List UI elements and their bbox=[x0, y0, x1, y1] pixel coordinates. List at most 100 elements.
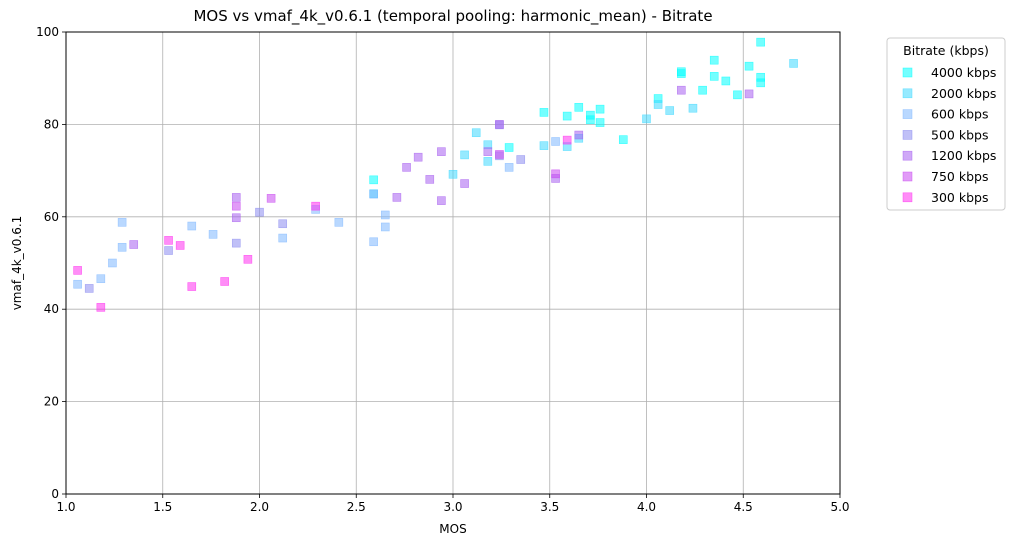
legend-label: 4000 kbps bbox=[931, 65, 996, 80]
data-point bbox=[516, 155, 526, 164]
x-tick-label: 2.0 bbox=[250, 500, 269, 514]
data-point bbox=[231, 213, 241, 223]
legend-label: 1200 kbps bbox=[931, 148, 996, 163]
data-point bbox=[243, 255, 253, 264]
data-point bbox=[96, 303, 106, 312]
data-point bbox=[721, 76, 731, 86]
data-point bbox=[164, 246, 173, 255]
data-point bbox=[231, 193, 241, 202]
data-point bbox=[231, 238, 241, 248]
data-point bbox=[483, 157, 493, 166]
data-point bbox=[709, 72, 719, 81]
legend-label: 600 kbps bbox=[931, 107, 988, 122]
data-point bbox=[380, 210, 390, 220]
data-point bbox=[437, 147, 446, 156]
data-point bbox=[175, 241, 185, 250]
series-750-kbps bbox=[231, 150, 560, 211]
data-point bbox=[504, 143, 514, 152]
plot-frame bbox=[65, 31, 841, 495]
y-tick-label: 100 bbox=[36, 25, 59, 39]
data-point bbox=[562, 135, 572, 145]
data-point bbox=[448, 169, 458, 179]
data-point bbox=[574, 130, 584, 140]
data-point bbox=[551, 137, 560, 146]
data-point bbox=[187, 221, 197, 231]
data-point bbox=[460, 150, 469, 160]
data-point bbox=[677, 85, 686, 95]
data-point bbox=[551, 169, 560, 179]
data-point bbox=[471, 128, 481, 138]
data-point bbox=[756, 78, 765, 88]
x-tick-label: 2.5 bbox=[347, 500, 366, 514]
series-500-kbps bbox=[84, 120, 526, 293]
legend-marker bbox=[902, 150, 913, 161]
x-tick-label: 5.0 bbox=[830, 500, 849, 514]
data-point bbox=[586, 115, 595, 125]
data-point bbox=[642, 114, 651, 124]
data-point bbox=[425, 175, 435, 184]
legend-marker bbox=[902, 130, 913, 140]
y-axis-label: vmaf_4k_v0.6.1 bbox=[10, 216, 24, 311]
x-tick-label: 1.5 bbox=[153, 500, 172, 514]
data-point bbox=[266, 194, 276, 203]
data-point bbox=[483, 147, 493, 156]
data-point bbox=[108, 258, 117, 268]
data-point bbox=[129, 240, 139, 249]
data-point bbox=[255, 207, 264, 217]
data-point bbox=[369, 237, 378, 247]
data-point bbox=[96, 274, 106, 284]
data-point bbox=[504, 163, 514, 172]
data-point bbox=[495, 150, 504, 159]
data-point bbox=[574, 103, 584, 112]
data-point bbox=[653, 100, 663, 109]
data-point bbox=[437, 196, 446, 205]
y-tick-label: 60 bbox=[44, 210, 59, 224]
legend-box bbox=[886, 37, 1006, 211]
chart-title: MOS vs vmaf_4k_v0.6.1 (temporal pooling:… bbox=[193, 7, 712, 26]
data-point bbox=[392, 193, 402, 202]
data-point bbox=[369, 189, 378, 199]
data-point bbox=[677, 69, 686, 78]
axis-ticks: 1.0 1.5 2.0 2.5 3.0 3.5 4.0 4.5 5.0 0 20 40 60 80 100 bbox=[36, 25, 849, 514]
legend-label: 500 kbps bbox=[931, 127, 988, 142]
data-point bbox=[278, 219, 288, 229]
data-point bbox=[495, 120, 504, 129]
data-point bbox=[733, 90, 742, 100]
legend-title: Bitrate (kbps) bbox=[903, 43, 989, 58]
x-axis-label: MOS bbox=[439, 522, 466, 536]
data-point bbox=[73, 279, 82, 289]
legend-items: 4000 kbps 2000 kbps 600 kbps 500 kbps 1200 k… bbox=[902, 65, 996, 205]
series-2000-kbps bbox=[369, 59, 798, 198]
x-tick-label: 4.5 bbox=[734, 500, 753, 514]
y-tick-label: 40 bbox=[44, 302, 59, 316]
legend-label: 2000 kbps bbox=[931, 86, 996, 101]
data-point bbox=[278, 233, 288, 243]
data-point bbox=[413, 152, 423, 162]
legend: Bitrate (kbps) 4000 kbps 2000 kbps 600 kbp… bbox=[886, 37, 1006, 211]
data-point bbox=[688, 103, 698, 113]
data-point bbox=[744, 89, 754, 99]
data-points bbox=[73, 37, 798, 312]
grid-lines bbox=[65, 31, 841, 495]
data-point bbox=[562, 111, 572, 121]
data-point bbox=[539, 108, 549, 117]
data-point bbox=[334, 218, 344, 227]
x-tick-label: 4.0 bbox=[637, 500, 656, 514]
data-point bbox=[73, 266, 82, 275]
series-300-kbps bbox=[73, 135, 572, 312]
legend-label: 750 kbps bbox=[931, 169, 988, 184]
x-tick-label: 3.5 bbox=[540, 500, 559, 514]
data-point bbox=[595, 104, 605, 114]
data-point bbox=[220, 277, 229, 286]
data-point bbox=[187, 282, 197, 291]
legend-marker bbox=[902, 109, 913, 119]
legend-marker bbox=[902, 67, 913, 78]
data-point bbox=[208, 230, 218, 239]
data-point bbox=[698, 85, 707, 95]
data-point bbox=[460, 179, 469, 188]
data-point bbox=[231, 201, 241, 211]
data-point bbox=[756, 37, 765, 47]
data-point bbox=[380, 222, 390, 232]
data-point bbox=[117, 242, 127, 252]
